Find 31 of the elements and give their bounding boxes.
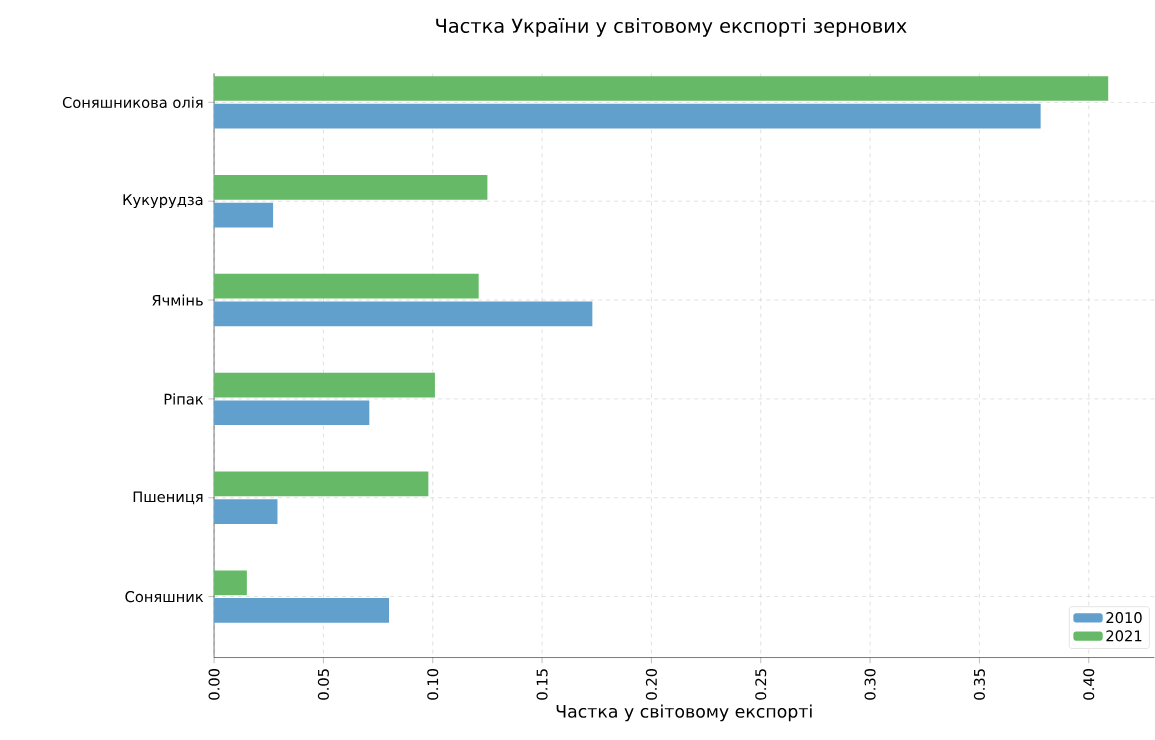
y-tick-label: Соняшник — [125, 590, 204, 603]
bar — [214, 400, 370, 425]
y-tick-label: Ячмінь — [152, 294, 203, 306]
bar — [214, 471, 429, 497]
x-axis-title: Частка у світовому експорті — [556, 704, 812, 722]
x-tick-label: 0.35 — [973, 669, 985, 700]
y-tick-label: Пшениця — [133, 491, 203, 505]
chart-title: Частка України у світовому експорті зернових — [436, 17, 907, 37]
bar — [214, 174, 488, 200]
bar — [214, 273, 479, 299]
x-tick-label: 0.15 — [536, 669, 548, 700]
x-tick-label: 0.20 — [645, 668, 657, 700]
legend-label: 2021 — [1106, 630, 1142, 642]
y-tick-label: Ріпак — [164, 393, 204, 405]
x-tick-label: 0.00 — [208, 668, 220, 700]
bar — [214, 598, 389, 623]
bar — [214, 301, 593, 327]
bar — [214, 499, 278, 524]
bar — [214, 570, 247, 596]
x-tick-label: 0.10 — [427, 668, 439, 700]
bar — [214, 76, 1109, 101]
y-tick-label: Кукурудза — [123, 194, 203, 208]
x-tick-label: 0.30 — [864, 668, 876, 700]
y-tick-label: Соняшникова олія — [62, 96, 203, 108]
bar — [214, 372, 435, 398]
x-tick-label: 0.25 — [755, 669, 767, 700]
x-tick-label: 0.40 — [1083, 668, 1095, 700]
x-tick-label: 0.05 — [317, 669, 329, 700]
bar — [214, 103, 1041, 129]
legend-label: 2010 — [1106, 611, 1142, 624]
bar — [214, 202, 274, 228]
